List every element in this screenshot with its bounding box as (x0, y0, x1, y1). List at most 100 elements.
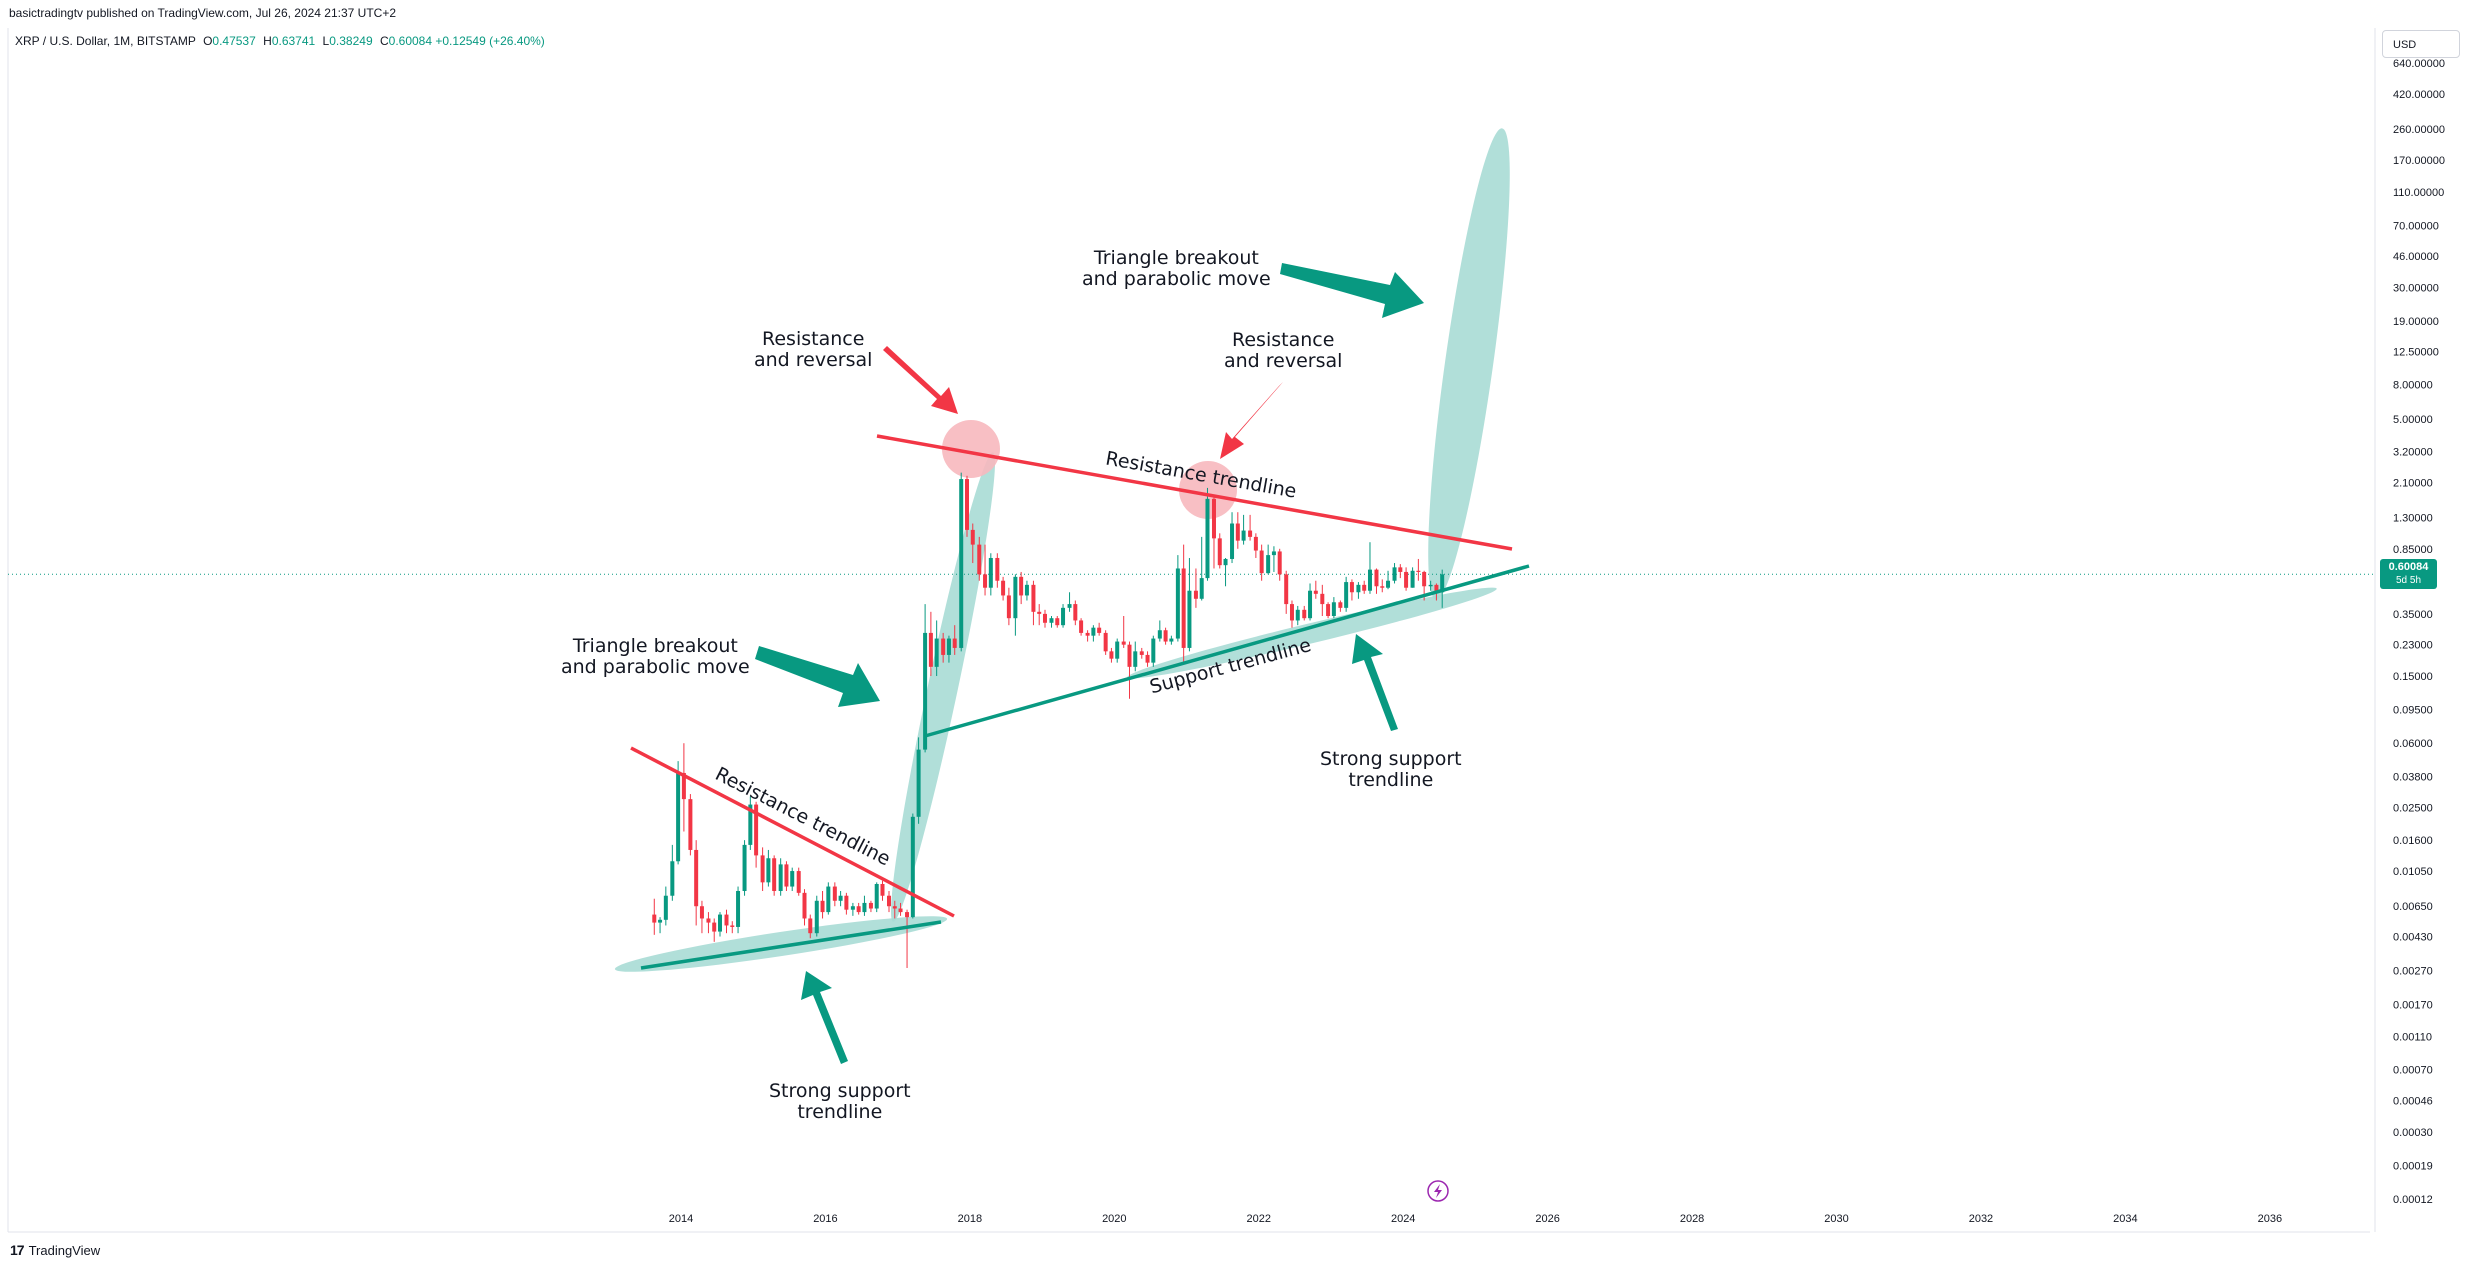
candle-up (946, 635, 951, 663)
candle-body (1013, 576, 1018, 619)
candle-up (923, 604, 928, 753)
time-tick-label: 2022 (1247, 1213, 1271, 1225)
candle-body (670, 861, 675, 896)
candle-down (724, 909, 729, 934)
candle-up (874, 882, 879, 913)
candle-down (760, 847, 765, 891)
arrow-breakout-top (1280, 263, 1424, 318)
candle-body (1199, 578, 1204, 599)
candle-up (934, 620, 939, 677)
candle-body (1302, 609, 1307, 619)
candle-up (1241, 514, 1246, 545)
candle-body (1380, 586, 1385, 588)
candle-body (1404, 571, 1409, 588)
annotation-strong-support-left: Strong support trendline (769, 1080, 911, 1123)
time-tick-label: 2026 (1535, 1213, 1559, 1225)
candle-body (1422, 571, 1427, 587)
time-tick-label: 2016 (813, 1213, 837, 1225)
price-tick-label: 110.00000 (2393, 187, 2444, 199)
small-support-highlight (614, 916, 948, 972)
candle-down (977, 536, 982, 581)
candle-up (766, 849, 771, 887)
time-tick-label: 2014 (669, 1213, 693, 1225)
candle-up (1169, 635, 1174, 645)
candle-down (1127, 641, 1132, 699)
candle-up (1133, 641, 1138, 672)
candle-body (1175, 568, 1180, 639)
candle-up (910, 813, 915, 919)
candle-down (1103, 630, 1108, 655)
candle-up (778, 858, 783, 896)
candle-down (856, 902, 861, 915)
candle-body (1284, 574, 1289, 605)
candle-body (964, 479, 969, 530)
time-tick-label: 2030 (1824, 1213, 1848, 1225)
candle-down (1019, 571, 1024, 605)
candle-down (928, 611, 933, 677)
candle-body (988, 557, 993, 588)
candle-up (988, 553, 993, 596)
candle-up (1308, 583, 1313, 621)
candle-body (1326, 604, 1331, 617)
candle-body (1253, 536, 1258, 551)
time-axis-ticks[interactable]: 2014 2016 2018 2020 2022 2024 2026 2028 2030 2032… (669, 1213, 2282, 1225)
small-support-trendline[interactable] (640, 920, 942, 970)
lightning-icon[interactable] (1427, 1180, 1449, 1202)
arrow-breakout-mid (755, 646, 880, 707)
price-tick-label: 0.00070 (2393, 1065, 2433, 1077)
candle-down (1139, 647, 1144, 659)
candle-body (796, 871, 801, 893)
candle-down (1055, 616, 1060, 628)
candle-up (826, 882, 831, 915)
close-value: 0.60084 (388, 34, 433, 48)
candle-down (995, 553, 1000, 588)
candle-up (1230, 512, 1235, 564)
candle-down (681, 743, 686, 832)
candle-up (1151, 635, 1156, 667)
candle-down (802, 889, 807, 926)
current-price-badge: 0.60084 5d 5h (2380, 559, 2437, 590)
candle-down (1338, 600, 1343, 612)
time-tick-label: 2034 (2113, 1213, 2137, 1225)
projected-parabolic-highlight (1428, 128, 1510, 600)
candle-down (772, 855, 777, 896)
time-tick-label: 2024 (1391, 1213, 1415, 1225)
candle-body (778, 864, 783, 891)
price-tick-label: 0.03800 (2393, 772, 2433, 784)
time-tick-label: 2018 (958, 1213, 982, 1225)
candle-body (1230, 523, 1235, 559)
candle-up (742, 840, 747, 896)
tradingview-logo[interactable]: 17 TradingView (10, 1242, 100, 1258)
candle-body (1308, 590, 1313, 619)
price-tick-label: 5.00000 (2393, 414, 2433, 426)
candle-body (1193, 590, 1198, 599)
candle-down (1031, 580, 1036, 626)
candle-body (995, 557, 1000, 581)
candle-up (1392, 563, 1397, 584)
candle-body (1434, 584, 1439, 593)
candle-down (1248, 514, 1253, 541)
candle-up (736, 886, 741, 934)
big-resistance-trendline[interactable] (876, 434, 1513, 551)
candle-down (1313, 580, 1318, 599)
candle-body (1079, 620, 1084, 633)
candle-body (1349, 582, 1354, 593)
candle-body (1031, 584, 1036, 612)
candle-down (1380, 579, 1385, 593)
candle-up (1024, 580, 1029, 601)
price-axis-ticks[interactable]: 640.00000 420.00000 260.00000 170.00000 110.… (2393, 58, 2445, 1206)
small-resistance-trendline[interactable] (630, 746, 955, 918)
big-support-trendline[interactable] (924, 564, 1530, 738)
tradingview-logo-text: TradingView (28, 1242, 101, 1258)
candle-down (941, 632, 946, 663)
candle-down (1374, 568, 1379, 594)
price-tick-label: 260.00000 (2393, 124, 2445, 136)
price-tick-label: 0.09500 (2393, 705, 2433, 717)
candle-body (1374, 569, 1379, 587)
candle-body (1235, 523, 1240, 541)
price-tick-label: 30.00000 (2393, 282, 2439, 294)
price-tick-label: 0.00030 (2393, 1127, 2433, 1139)
currency-button[interactable]: USD (2382, 30, 2460, 58)
candle-body (850, 906, 855, 910)
